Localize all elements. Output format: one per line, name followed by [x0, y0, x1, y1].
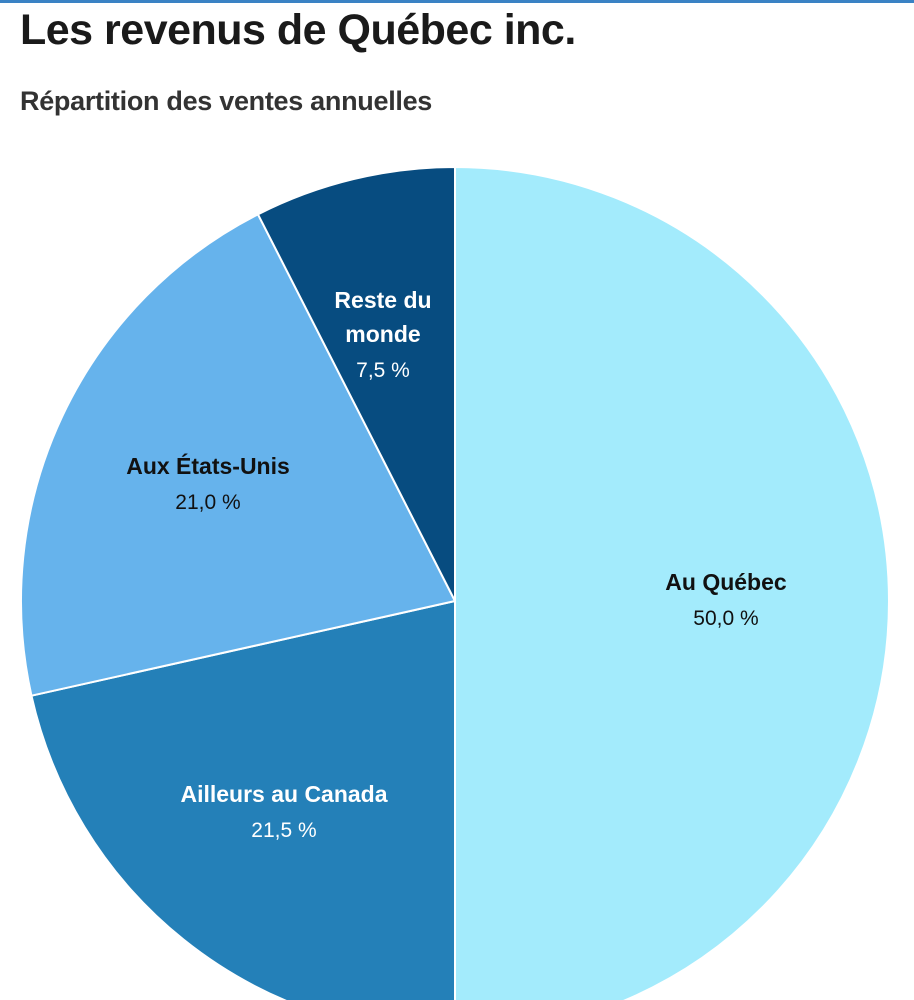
slice-label-1: Au Québec — [665, 569, 787, 595]
pie-slice-1 — [454, 166, 890, 1000]
slice-label-4-line-1: Reste du — [334, 287, 431, 313]
slice-value-1: 50,0 % — [693, 607, 758, 630]
slice-value-2: 21,5 % — [251, 819, 316, 842]
pie-slice-4 — [256, 166, 456, 602]
chart-subtitle: Répartition des ventes annuelles — [20, 86, 433, 116]
chart-title: Les revenus de Québec inc. — [20, 6, 576, 54]
slice-label-3: Aux États-Unis — [126, 452, 290, 479]
top-accent-rule — [0, 0, 914, 3]
slice-label-4-line-2: monde — [345, 321, 420, 347]
slice-value-3: 21,0 % — [175, 491, 240, 514]
slice-value-4: 7,5 % — [356, 359, 410, 382]
pie-slice-3 — [20, 213, 456, 697]
slice-label-2: Ailleurs au Canada — [180, 781, 387, 807]
pie-slice-2 — [30, 600, 456, 1000]
